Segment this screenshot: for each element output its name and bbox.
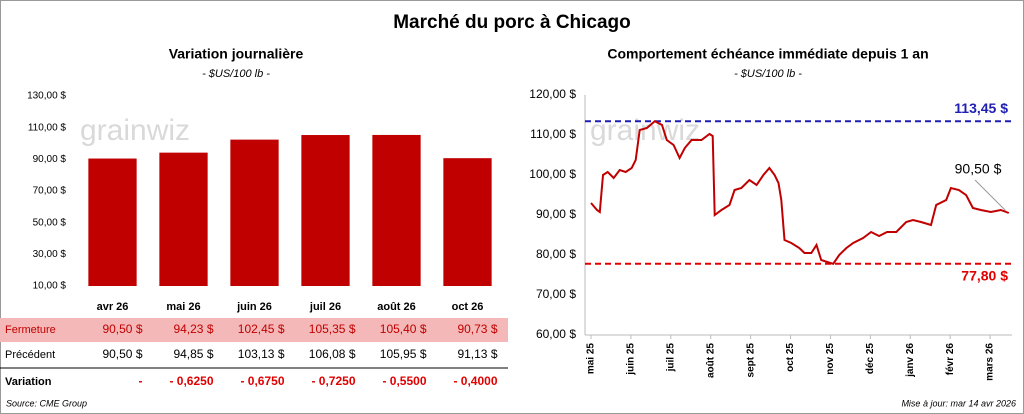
- bar: [159, 152, 208, 286]
- bar: [443, 158, 492, 286]
- page-title: Marché du porc à Chicago: [393, 12, 631, 33]
- x-tick-label: juin 25: [626, 343, 637, 376]
- row-label: Précédent: [5, 349, 55, 361]
- leader: [974, 179, 1007, 212]
- x-tick-label: juil 26: [309, 301, 341, 313]
- reference-label: 77,80 $: [961, 268, 1008, 284]
- x-tick-label: janv 26: [905, 343, 916, 378]
- chart-subtitle: - $US/100 lb -: [202, 68, 270, 80]
- bar: [301, 135, 350, 286]
- y-tick-label: 50,00 $: [33, 217, 67, 228]
- x-tick-label: oct 25: [785, 343, 796, 372]
- y-tick-label: 110,00 $: [28, 122, 67, 133]
- x-tick-label: sept 25: [745, 343, 756, 378]
- watermark: grainwiz: [80, 114, 190, 147]
- chart-title: Comportement échéance immédiate depuis 1…: [607, 46, 928, 62]
- chart-title: Variation journalière: [169, 46, 304, 62]
- x-tick-label: août 25: [705, 343, 716, 378]
- last-value-label: 90,50 $: [955, 161, 1002, 177]
- y-tick-label: 90,00 $: [536, 207, 576, 221]
- x-tick-label: août 26: [377, 301, 416, 313]
- table-cell: -: [139, 374, 143, 388]
- row-label: Fermeture: [5, 324, 56, 336]
- y-tick-label: 60,00 $: [536, 327, 576, 341]
- row-label: Variation: [5, 376, 52, 388]
- y-tick-label: 70,00 $: [33, 186, 67, 197]
- table-cell: - 0,6750: [240, 374, 284, 388]
- bar: [372, 134, 421, 286]
- table-cell: 90,73 $: [457, 322, 497, 336]
- watermark: grainwiz: [590, 114, 700, 147]
- table-cell: 105,95 $: [380, 347, 427, 361]
- table-cell: 94,85 $: [173, 347, 213, 361]
- table-cell: 102,45 $: [238, 322, 285, 336]
- line: [590, 119, 1010, 265]
- table-cell: - 0,6250: [169, 374, 213, 388]
- y-tick-label: 10,00 $: [33, 281, 67, 292]
- highlight-row: [0, 318, 508, 342]
- chart-subtitle: - $US/100 lb -: [734, 68, 802, 80]
- x-tick-label: mai 26: [166, 301, 200, 313]
- table-cell: 94,23 $: [173, 322, 213, 336]
- updated: Mise à jour: mar 14 avr 2026: [901, 398, 1016, 408]
- reference-label: 113,45 $: [954, 100, 1008, 116]
- table-cell: - 0,5500: [382, 374, 426, 388]
- table-cell: 106,08 $: [309, 347, 356, 361]
- x-tick-label: févr 26: [945, 343, 956, 376]
- table-cell: 91,13 $: [457, 347, 497, 361]
- x-tick-label: nov 25: [825, 343, 836, 375]
- bar: [230, 139, 279, 286]
- table-cell: 105,35 $: [309, 322, 356, 336]
- x-tick-label: juin 26: [236, 301, 272, 313]
- x-tick-label: mars 26: [985, 343, 996, 381]
- x-tick-label: oct 26: [452, 301, 484, 313]
- table-cell: - 0,4000: [453, 374, 497, 388]
- y-tick-label: 120,00 $: [529, 87, 576, 101]
- table-cell: 90,50 $: [102, 322, 142, 336]
- x-tick-label: déc 25: [865, 343, 876, 375]
- y-tick-label: 90,00 $: [33, 154, 67, 165]
- y-tick-label: 110,00 $: [530, 127, 576, 141]
- table-cell: 103,13 $: [238, 347, 285, 361]
- source: Source: CME Group: [6, 398, 87, 408]
- table-cell: 90,50 $: [102, 347, 142, 361]
- table-cell: - 0,7250: [311, 374, 355, 388]
- y-tick-label: 30,00 $: [33, 249, 67, 260]
- x-tick-label: mai 25: [586, 343, 597, 375]
- bar: [88, 158, 137, 286]
- y-tick-label: 130,00 $: [27, 91, 66, 102]
- y-tick-label: 70,00 $: [536, 287, 576, 301]
- x-tick-label: avr 26: [97, 301, 129, 313]
- x-tick-label: juil 25: [665, 343, 676, 373]
- table-cell: 105,40 $: [380, 322, 427, 336]
- y-tick-label: 80,00 $: [536, 247, 576, 261]
- y-tick-label: 100,00 $: [529, 167, 576, 181]
